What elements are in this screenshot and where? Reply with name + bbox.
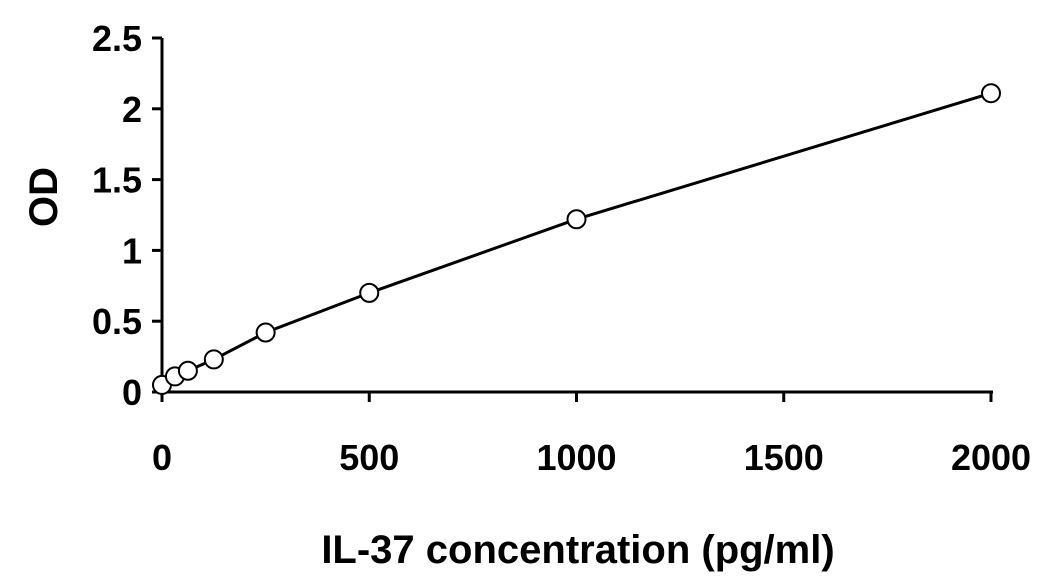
y-axis-title: OD [22, 167, 66, 227]
x-tick-label: 1000 [536, 437, 616, 478]
series-line [161, 91, 992, 387]
x-axis-title: IL-37 concentration (pg/ml) [321, 528, 834, 572]
data-point [203, 349, 224, 370]
y-tick-label: 2.5 [92, 18, 142, 59]
y-tick-label: 0 [122, 372, 142, 413]
series-layer [152, 83, 1001, 395]
data-point [981, 83, 1001, 104]
data-point [566, 209, 587, 230]
data-point [255, 322, 276, 343]
y-tick-label: 1 [122, 230, 142, 271]
x-tick-label: 0 [152, 437, 172, 478]
data-point [359, 282, 380, 303]
y-tick-label: 1.5 [92, 160, 142, 201]
x-ticks: 0 500 1000 1500 2000 [152, 392, 1031, 478]
y-ticks: 0 0.5 1 1.5 2 2.5 [92, 18, 162, 413]
y-tick-label: 0.5 [92, 301, 142, 342]
y-tick-label: 2 [122, 89, 142, 130]
x-tick-label: 2000 [951, 437, 1031, 478]
x-tick-label: 1500 [744, 437, 824, 478]
data-point [177, 360, 198, 381]
x-tick-label: 500 [339, 437, 399, 478]
